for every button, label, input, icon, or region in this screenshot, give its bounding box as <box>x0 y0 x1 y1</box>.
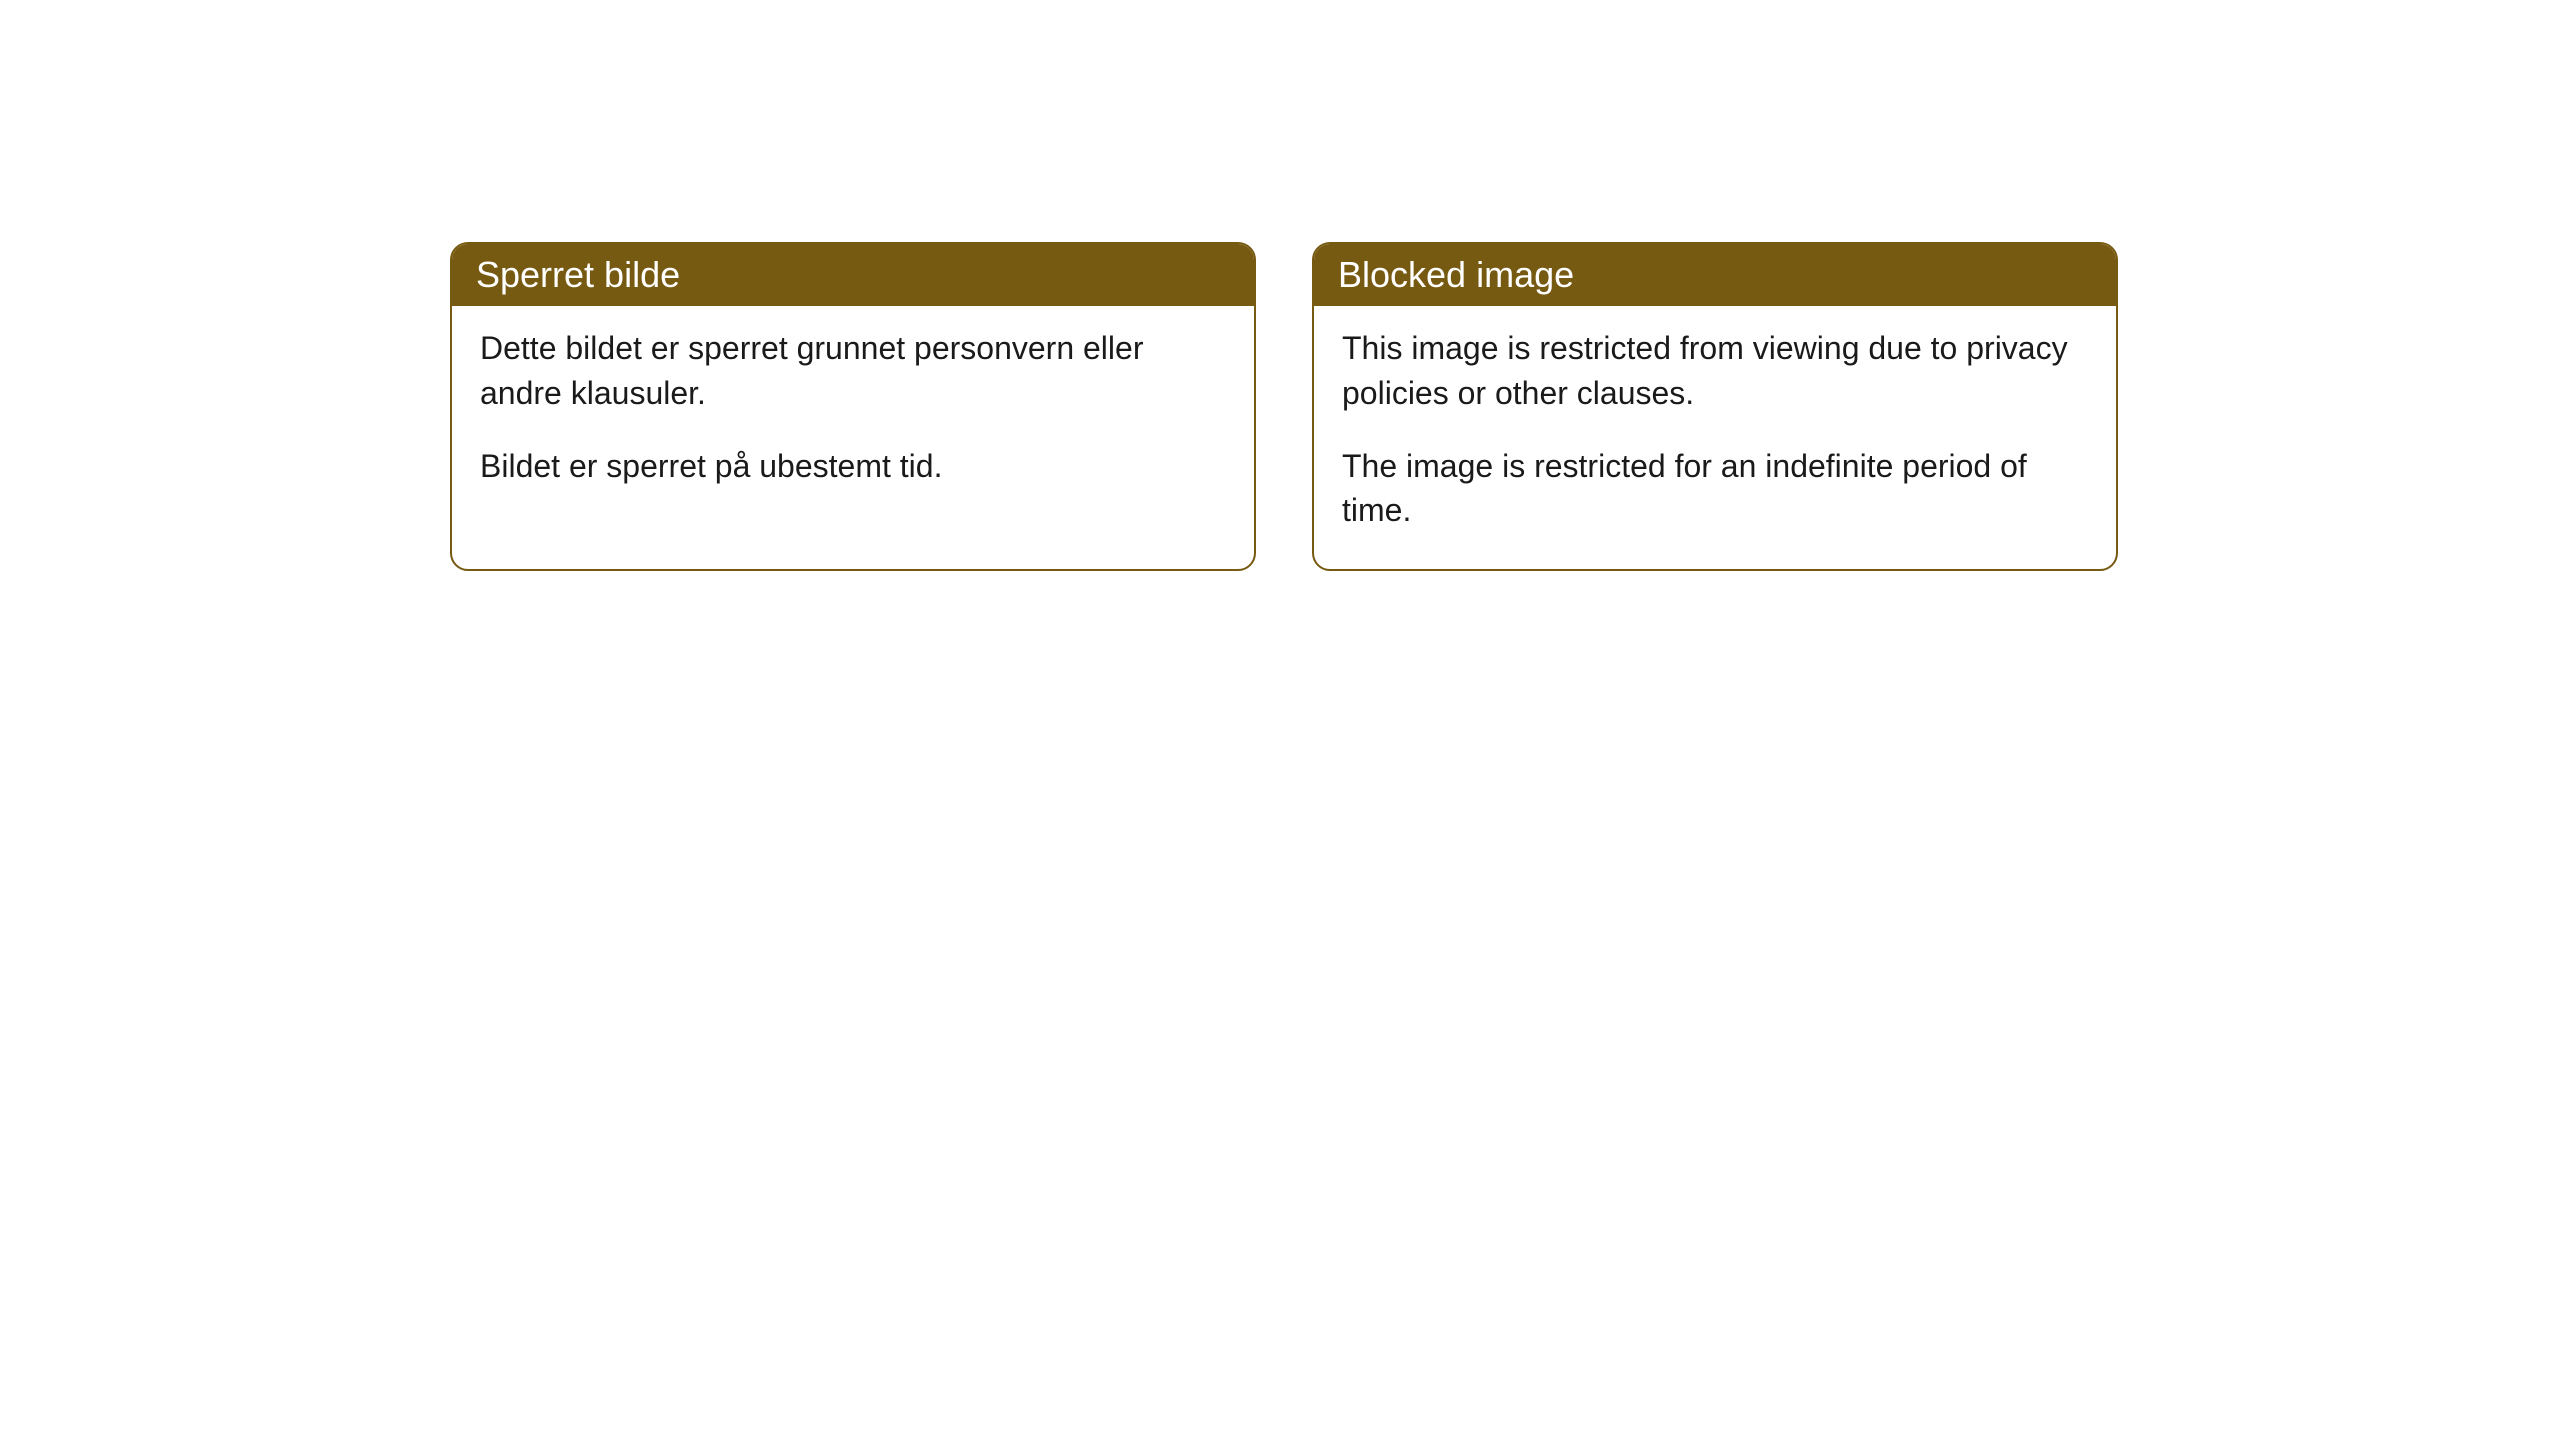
notice-card-norwegian: Sperret bilde Dette bildet er sperret gr… <box>450 242 1256 571</box>
notice-paragraph-2-english: The image is restricted for an indefinit… <box>1342 444 2088 534</box>
notice-paragraph-1-english: This image is restricted from viewing du… <box>1342 326 2088 416</box>
notice-body-norwegian: Dette bildet er sperret grunnet personve… <box>452 306 1254 524</box>
notice-header-norwegian: Sperret bilde <box>452 244 1254 306</box>
notice-card-english: Blocked image This image is restricted f… <box>1312 242 2118 571</box>
notice-body-english: This image is restricted from viewing du… <box>1314 306 2116 569</box>
notice-cards-container: Sperret bilde Dette bildet er sperret gr… <box>450 242 2118 571</box>
notice-paragraph-1-norwegian: Dette bildet er sperret grunnet personve… <box>480 326 1226 416</box>
notice-header-english: Blocked image <box>1314 244 2116 306</box>
notice-paragraph-2-norwegian: Bildet er sperret på ubestemt tid. <box>480 444 1226 489</box>
